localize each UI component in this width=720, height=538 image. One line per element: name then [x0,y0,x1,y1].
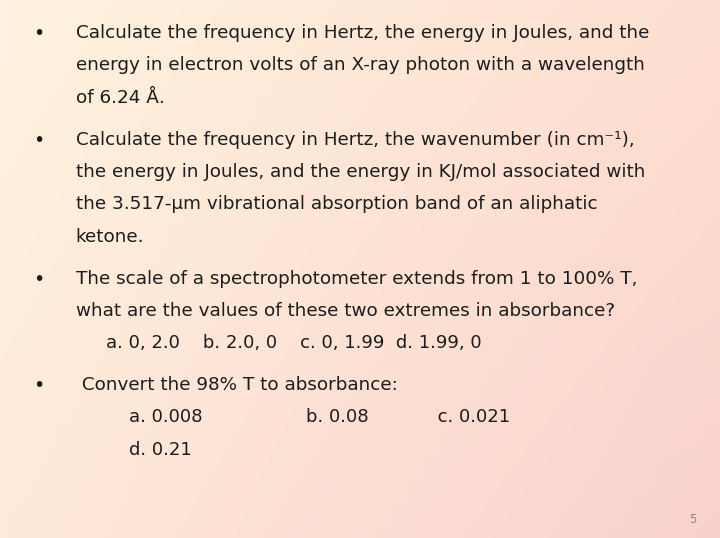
Text: the energy in Joules, and the energy in KJ/mol associated with: the energy in Joules, and the energy in … [76,163,645,181]
Text: Convert the 98% T to absorbance:: Convert the 98% T to absorbance: [76,376,397,394]
Text: a. 0, 2.0    b. 2.0, 0    c. 0, 1.99  d. 1.99, 0: a. 0, 2.0 b. 2.0, 0 c. 0, 1.99 d. 1.99, … [83,334,482,352]
Text: •: • [33,131,45,150]
Text: The scale of a spectrophotometer extends from 1 to 100% T,: The scale of a spectrophotometer extends… [76,270,637,287]
Text: •: • [33,24,45,43]
Text: the 3.517-μm vibrational absorption band of an aliphatic: the 3.517-μm vibrational absorption band… [76,195,597,213]
Text: 5: 5 [690,513,697,526]
Text: d. 0.21: d. 0.21 [83,441,192,458]
Text: ketone.: ketone. [76,228,144,245]
Text: energy in electron volts of an X-ray photon with a wavelength: energy in electron volts of an X-ray pho… [76,56,644,74]
Text: Calculate the frequency in Hertz, the wavenumber (in cm⁻¹),: Calculate the frequency in Hertz, the wa… [76,131,634,148]
Text: what are the values of these two extremes in absorbance?: what are the values of these two extreme… [76,302,615,320]
Text: •: • [33,270,45,288]
Text: •: • [33,376,45,395]
Text: of 6.24 Å.: of 6.24 Å. [76,89,164,107]
Text: Calculate the frequency in Hertz, the energy in Joules, and the: Calculate the frequency in Hertz, the en… [76,24,649,42]
Text: a. 0.008                  b. 0.08            c. 0.021: a. 0.008 b. 0.08 c. 0.021 [83,408,510,426]
